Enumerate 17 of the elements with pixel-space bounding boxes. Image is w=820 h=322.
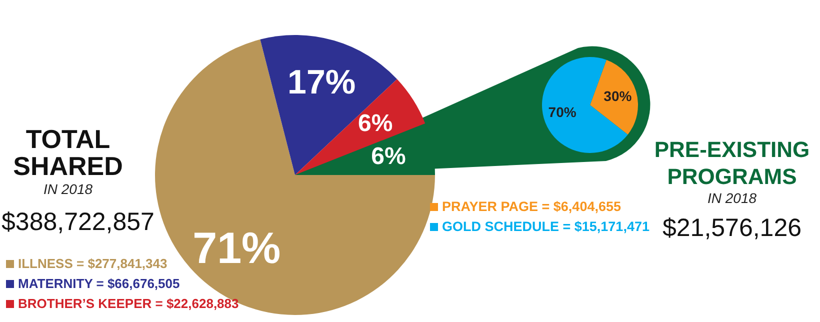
data-label: 30% [604,88,632,104]
text: TOTAL SHARED [13,124,123,181]
legend-label: PRAYER PAGE = $6,404,655 [442,199,622,214]
data-label: 17% [288,64,356,102]
text: IN 2018 [707,190,757,206]
text: PRE-EXISTING PROGRAMS [654,137,810,189]
legend-label: BROTHER’S KEEPER = $22,628,883 [18,296,239,311]
text: $21,576,126 [662,214,802,242]
data-label: 71% [192,224,281,274]
text: $388,722,857 [2,208,154,236]
legend-label: MATERNITY = $66,676,505 [18,276,180,291]
data-label: 6% [358,110,393,137]
text: IN 2018 [43,181,93,197]
data-label: 70% [548,104,577,120]
legend-label: ILLNESS = $277,841,343 [18,256,168,271]
data-label: 6% [371,143,406,170]
legend-label: GOLD SCHEDULE = $15,171,471 [442,219,650,234]
